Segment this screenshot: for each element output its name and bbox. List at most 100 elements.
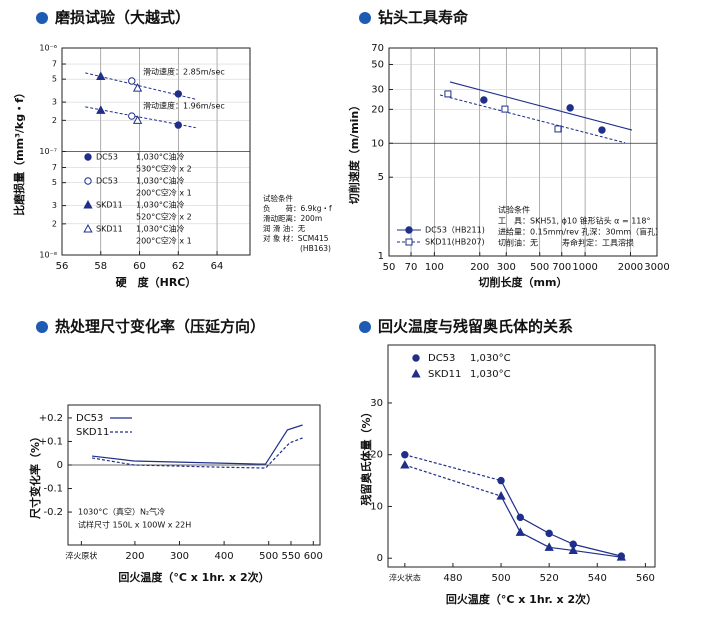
series-segment <box>573 543 622 557</box>
y-axis-label: 切削速度（m/min） <box>347 100 361 205</box>
test-condition: 润 滑 油：无 <box>263 223 306 233</box>
y-tick-label: 70 <box>371 43 384 54</box>
marker <box>174 90 182 98</box>
x-tick-label: 64 <box>211 261 224 272</box>
fit-line <box>449 81 633 131</box>
legend-label: DC53（HB211) <box>425 226 485 235</box>
x-tick-label: 3000 <box>644 262 669 273</box>
legend-marker <box>83 223 93 233</box>
x-tick-label: 58 <box>94 261 107 272</box>
legend-condition: 200°C空冷 x 1 <box>136 236 192 246</box>
title-bullet <box>359 12 371 24</box>
marker <box>501 105 509 113</box>
legend-marker <box>405 238 413 246</box>
x-axis-label: 回火温度（°C x 1hr. x 2次） <box>446 592 597 606</box>
x-tick-label: 淬火原状 <box>65 551 97 561</box>
title-bullet <box>36 12 48 24</box>
x-axis-label: 回火温度（°C x 1hr. x 2次） <box>118 570 269 584</box>
y-tick-label: 3 <box>52 98 57 107</box>
x-tick-label: 50 <box>383 262 396 273</box>
marker <box>544 542 554 551</box>
y-tick-label: 10 <box>371 138 384 149</box>
y-axis-label: 尺寸变化率（%） <box>28 431 42 519</box>
marker <box>96 71 106 81</box>
series-line <box>92 424 303 465</box>
marker <box>128 112 136 120</box>
marker <box>568 545 578 554</box>
legend-label: DC53 <box>96 177 118 186</box>
legend-label: DC53 <box>76 413 103 424</box>
y-tick-label: 5 <box>52 178 57 187</box>
test-condition: 进给量：0.15mm/rev 孔深：30mm（盲孔） <box>498 227 663 237</box>
annotation: 试样尺寸 150L x 100W x 22H <box>78 520 191 530</box>
legend-label: DC53 <box>96 153 118 162</box>
y-tick-label: 0 <box>57 460 63 471</box>
x-axis-label: 切削长度（mm） <box>479 275 568 289</box>
legend-condition: 530°C空冷 x 2 <box>136 164 192 174</box>
test-condition: (HB163) <box>300 244 331 253</box>
x-tick-label: 500 <box>530 262 549 273</box>
chart-title: 回火温度与残留奥氏体的关系 <box>378 318 573 336</box>
legend-condition: 520°C空冷 x 2 <box>136 212 192 222</box>
legend-label: DC53 <box>428 353 455 364</box>
marker <box>128 77 136 85</box>
y-tick-label: 10⁻⁸ <box>39 251 57 260</box>
marker <box>554 125 562 133</box>
fit-line <box>439 94 626 144</box>
annotation: 滑动速度：1.96m/sec <box>143 101 225 111</box>
x-tick-label: 100 <box>425 262 444 273</box>
y-tick-label: 10 <box>370 501 383 512</box>
legend-label: SKD11 <box>428 369 461 380</box>
series-line <box>91 437 303 469</box>
x-tick-label: 2000 <box>618 262 643 273</box>
test-condition: 切削油：无 寿命判定：工具溶损 <box>498 238 634 248</box>
series-segment <box>548 532 574 545</box>
x-tick-label: 520 <box>540 573 559 584</box>
test-condition: 试验条件 <box>263 193 293 203</box>
fit-line <box>85 106 196 129</box>
legend-label: SKD11(HB207) <box>425 238 485 247</box>
y-tick-label: 50 <box>371 59 384 70</box>
x-tick-label: 560 <box>636 573 655 584</box>
marker <box>444 90 452 98</box>
series-segment <box>500 480 521 518</box>
legend-marker <box>83 199 93 209</box>
x-tick-label: 淬火状态 <box>389 573 421 583</box>
plot-frame <box>387 344 656 568</box>
annotation: 滑动速度：2.85m/sec <box>143 67 225 77</box>
test-condition: 负 荷：6.9kg・f <box>263 203 332 213</box>
x-tick-label: 700 <box>552 262 571 273</box>
legend-marker <box>411 368 421 378</box>
x-tick-label: 300 <box>497 262 516 273</box>
marker <box>616 552 626 561</box>
marker <box>516 513 524 522</box>
y-tick-label: 2 <box>52 219 57 228</box>
legend-label: SKD11 <box>96 225 123 234</box>
chart-panel: 热处理尺寸变化率（压延方向） 淬火原状 200 300 400 500 550 600 +0.2… <box>28 318 323 585</box>
x-tick-label: 62 <box>172 261 185 272</box>
series-segment <box>404 454 502 482</box>
x-tick-label: 60 <box>133 261 146 272</box>
legend-condition: 200°C空冷 x 1 <box>136 188 192 198</box>
marker <box>401 451 409 459</box>
x-tick-label: 500 <box>492 573 511 584</box>
series-segment <box>573 549 622 558</box>
y-tick-label: 20 <box>371 104 384 115</box>
y-tick-label: -0.2 <box>43 507 63 518</box>
legend-label: SKD11 <box>76 427 109 438</box>
chart-panel: 磨损试验（大越式） 56 58 60 62 64 10⁻⁶ 7 5 3 2 10⁻⁷ 7 5 3 2 10⁻⁸ 硬… <box>12 9 332 290</box>
legend-marker <box>412 354 420 362</box>
legend-condition: 1,030°C油冷 <box>136 176 185 186</box>
y-tick-label: 3 <box>52 201 57 210</box>
y-tick-label: -0.1 <box>43 484 63 495</box>
y-tick-label: 5 <box>378 172 384 183</box>
legend-marker <box>84 177 92 185</box>
x-tick-label: 480 <box>443 573 462 584</box>
test-condition: 工 具：SKH51, ϕ10 锥形钻头 α = 118° <box>498 216 650 226</box>
x-tick-label: 56 <box>56 261 69 272</box>
test-condition: 滑动距离：200m <box>263 213 322 223</box>
chart-title: 热处理尺寸变化率（压延方向） <box>55 318 265 336</box>
series-segment <box>404 464 502 497</box>
chart-panel: 钻头工具寿命 50 70 100 200 300 500 700 1000 2000 3000 1 5 1… <box>347 9 670 290</box>
